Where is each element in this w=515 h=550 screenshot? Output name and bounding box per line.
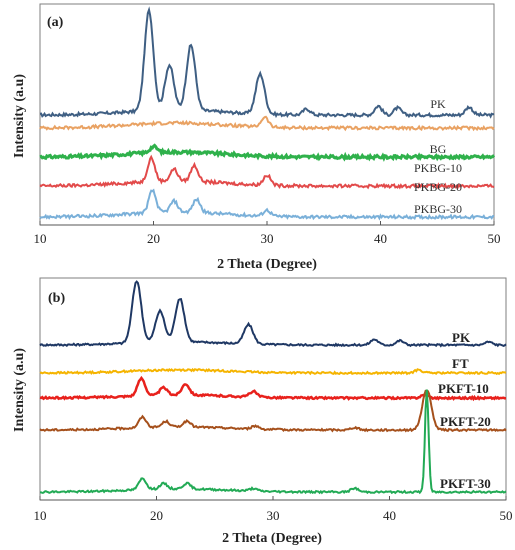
series-line-pkbg-30 xyxy=(39,188,495,221)
series-line-pk xyxy=(39,6,495,119)
panel-a: (a) 10 20 30 40 50 2 Theta (Degree) Inte… xyxy=(12,3,501,272)
legend-label-pkbg-10: PKBG-10 xyxy=(414,161,462,175)
panel-a-tick-label: 30 xyxy=(261,231,274,246)
series-line-pkft-10 xyxy=(39,375,507,402)
panel-b-frame xyxy=(39,277,507,501)
panel-a-tick-label: 40 xyxy=(374,231,387,246)
legend-label-pk: PK xyxy=(430,97,446,111)
panel-b-tick-label: 20 xyxy=(150,508,163,523)
panel-b-tick-label: 50 xyxy=(500,508,513,523)
panel-a-x-ticks: 10 20 30 40 50 xyxy=(34,221,501,246)
panel-a-tick-label: 20 xyxy=(147,231,160,246)
series-line-pkft-20 xyxy=(39,389,507,433)
panel-a-tick-label: 50 xyxy=(488,231,501,246)
panel-b-y-axis-title: Intensity (a.u) xyxy=(12,348,27,432)
legend-label-pkbg-30: PKBG-30 xyxy=(414,202,462,216)
series-line-bg xyxy=(39,115,495,132)
panel-a-tick-label: 10 xyxy=(34,231,47,246)
legend-label-ft: FT xyxy=(452,356,469,371)
series-line-pkbg-20 xyxy=(39,154,495,190)
legend-label-pkft-10: PKFT-10 xyxy=(438,381,489,396)
series-line-ft xyxy=(39,367,507,376)
series-line-pkft-30 xyxy=(40,389,507,495)
legend-label-pkbg-20: PKBG-20 xyxy=(414,180,462,194)
panel-b-tick-label: 40 xyxy=(383,508,396,523)
series-line-pkbg-10 xyxy=(39,143,496,162)
panel-b-tick-label: 30 xyxy=(267,508,280,523)
panel-b: (b) 10 20 30 40 50 2 Theta (Degree) Inte… xyxy=(12,277,513,546)
legend-label-pk: PK xyxy=(452,330,471,345)
series-line-pk xyxy=(39,280,507,348)
panel-a-y-axis-title: Intensity (a.u) xyxy=(12,74,27,158)
panel-b-tick-label: 10 xyxy=(34,508,47,523)
legend-label-pkft-20: PKFT-20 xyxy=(440,414,491,429)
panel-a-x-axis-title: 2 Theta (Degree) xyxy=(217,257,317,272)
panel-b-x-axis-title: 2 Theta (Degree) xyxy=(222,531,322,546)
panel-b-x-ticks: 10 20 30 40 50 xyxy=(34,496,513,523)
legend-label-pkft-30: PKFT-30 xyxy=(440,476,491,491)
panel-b-label: (b) xyxy=(48,291,65,306)
panel-a-label: (a) xyxy=(47,15,64,30)
legend-label-bg: BG xyxy=(430,142,447,156)
